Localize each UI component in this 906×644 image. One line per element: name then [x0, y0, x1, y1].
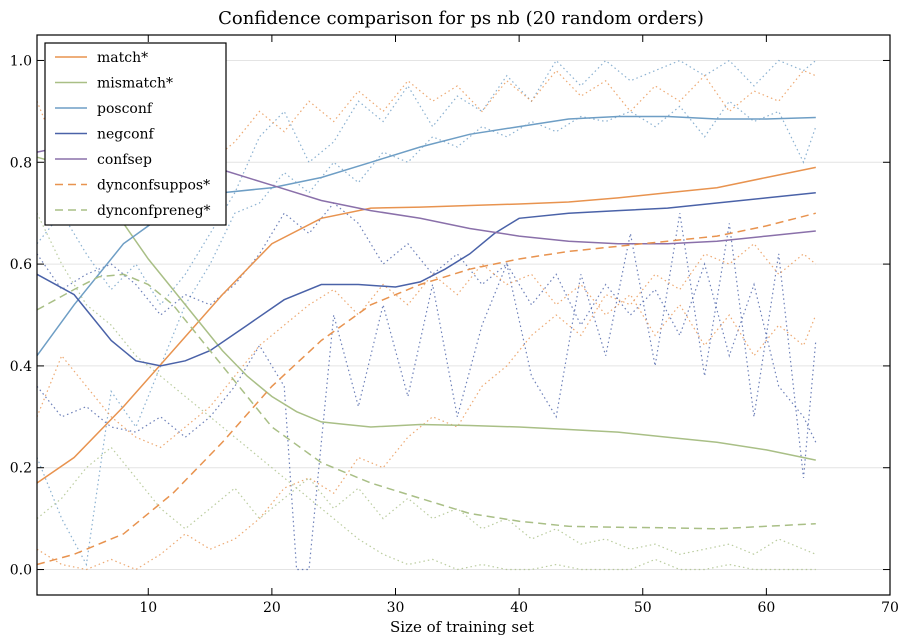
- chart-title: Confidence comparison for ps nb (20 rand…: [218, 8, 704, 29]
- background-run-line-1: [36, 100, 817, 567]
- y-tick-label: 0.4: [10, 359, 32, 375]
- background-run-line-7: [36, 212, 816, 571]
- plot-frame: [36, 34, 891, 596]
- legend-label-dynconfsuppos: dynconfsuppos*: [97, 178, 210, 194]
- legend: match* mismatch* posconf negconf confsep dync…: [44, 42, 227, 226]
- series-line-negconf: [36, 192, 816, 367]
- gridlines: [37, 59, 890, 571]
- x-tick-label: 50: [634, 600, 652, 616]
- background-run-line-5: [36, 263, 817, 449]
- y-tick-label: 0.8: [10, 155, 32, 171]
- series-line-dynconfsuppos: [36, 212, 816, 566]
- x-axis-label: Size of training set: [390, 618, 534, 636]
- legend-label-negconf: negconf: [97, 127, 156, 143]
- x-tick-label: 10: [139, 600, 157, 616]
- legend-label-mismatch: mismatch*: [97, 76, 173, 92]
- axis-ticks: 10 20 30 40 50 60 70 0.0 0.2 0.4 0.6 0.8 1.0: [10, 35, 899, 616]
- y-tick-label: 0.2: [10, 461, 32, 477]
- legend-label-dynconfpreneg: dynconfpreneg*: [97, 203, 211, 219]
- legend-label-match: match*: [97, 50, 148, 66]
- y-tick-label: 1.0: [10, 53, 32, 69]
- x-tick-label: 30: [387, 600, 405, 616]
- x-tick-label: 60: [757, 600, 775, 616]
- legend-label-confsep: confsep: [97, 152, 152, 168]
- legend-label-posconf: posconf: [97, 101, 154, 117]
- x-tick-label: 40: [510, 600, 528, 616]
- x-tick-label: 70: [881, 600, 899, 616]
- background-series-lines: [36, 59, 817, 571]
- series-line-match: [36, 166, 816, 484]
- background-run-line-0: [36, 59, 817, 306]
- y-tick-label: 0.0: [10, 563, 32, 579]
- series-line-dynconfpreneg: [36, 273, 816, 530]
- background-run-line-3: [36, 202, 817, 443]
- series-line-mismatch: [36, 156, 816, 461]
- x-tick-label: 20: [263, 600, 281, 616]
- y-tick-label: 0.6: [10, 257, 32, 273]
